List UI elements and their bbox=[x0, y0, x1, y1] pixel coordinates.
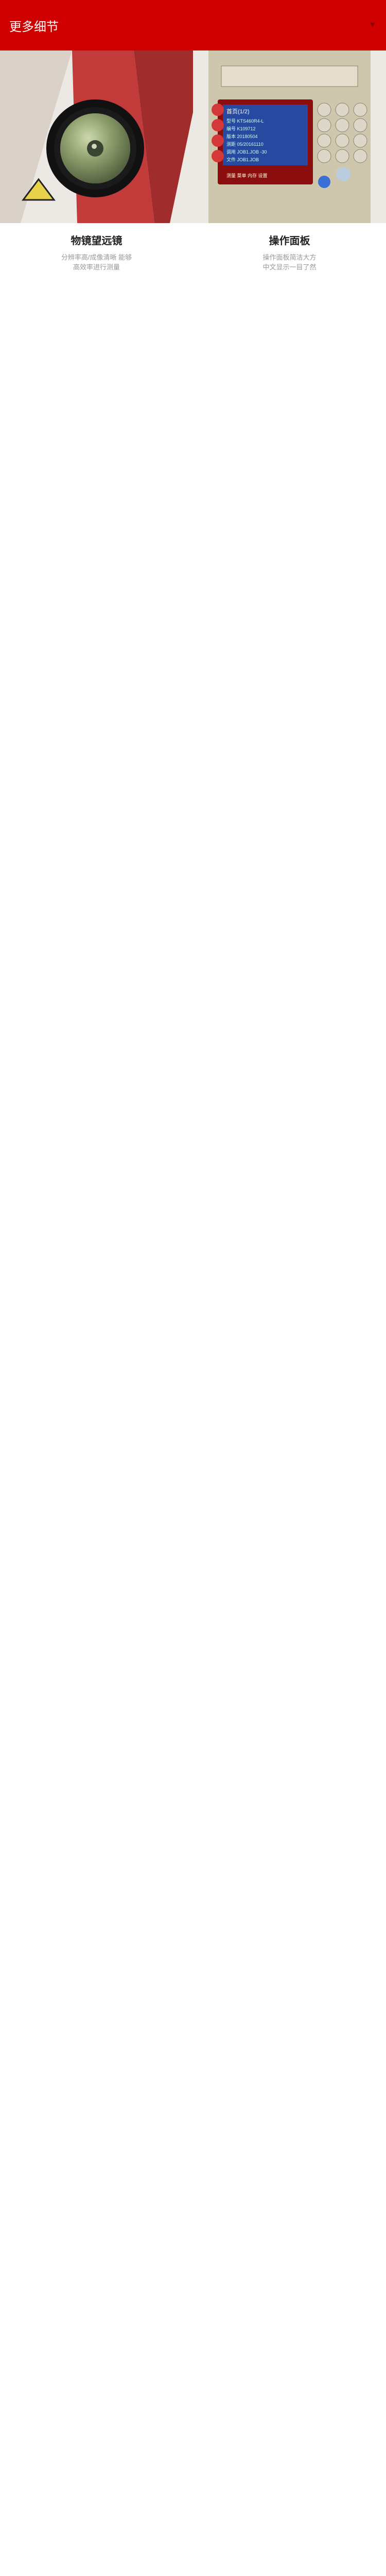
svg-text:测量 菜单 内存 设置: 测量 菜单 内存 设置 bbox=[226, 173, 268, 178]
svg-text:首页(1/2): 首页(1/2) bbox=[226, 108, 250, 115]
svg-text:测距 05/20161110: 测距 05/20161110 bbox=[226, 142, 264, 147]
svg-text:型号 KTS460R4-L: 型号 KTS460R4-L bbox=[226, 118, 264, 124]
svg-text:版本 20180504: 版本 20180504 bbox=[226, 133, 258, 139]
svg-text:调用 JOB1.JOB -30: 调用 JOB1.JOB -30 bbox=[226, 149, 267, 155]
svg-text:编号 K109712: 编号 K109712 bbox=[226, 126, 256, 131]
svg-text:文件 JOB1.JOB: 文件 JOB1.JOB bbox=[226, 157, 259, 162]
